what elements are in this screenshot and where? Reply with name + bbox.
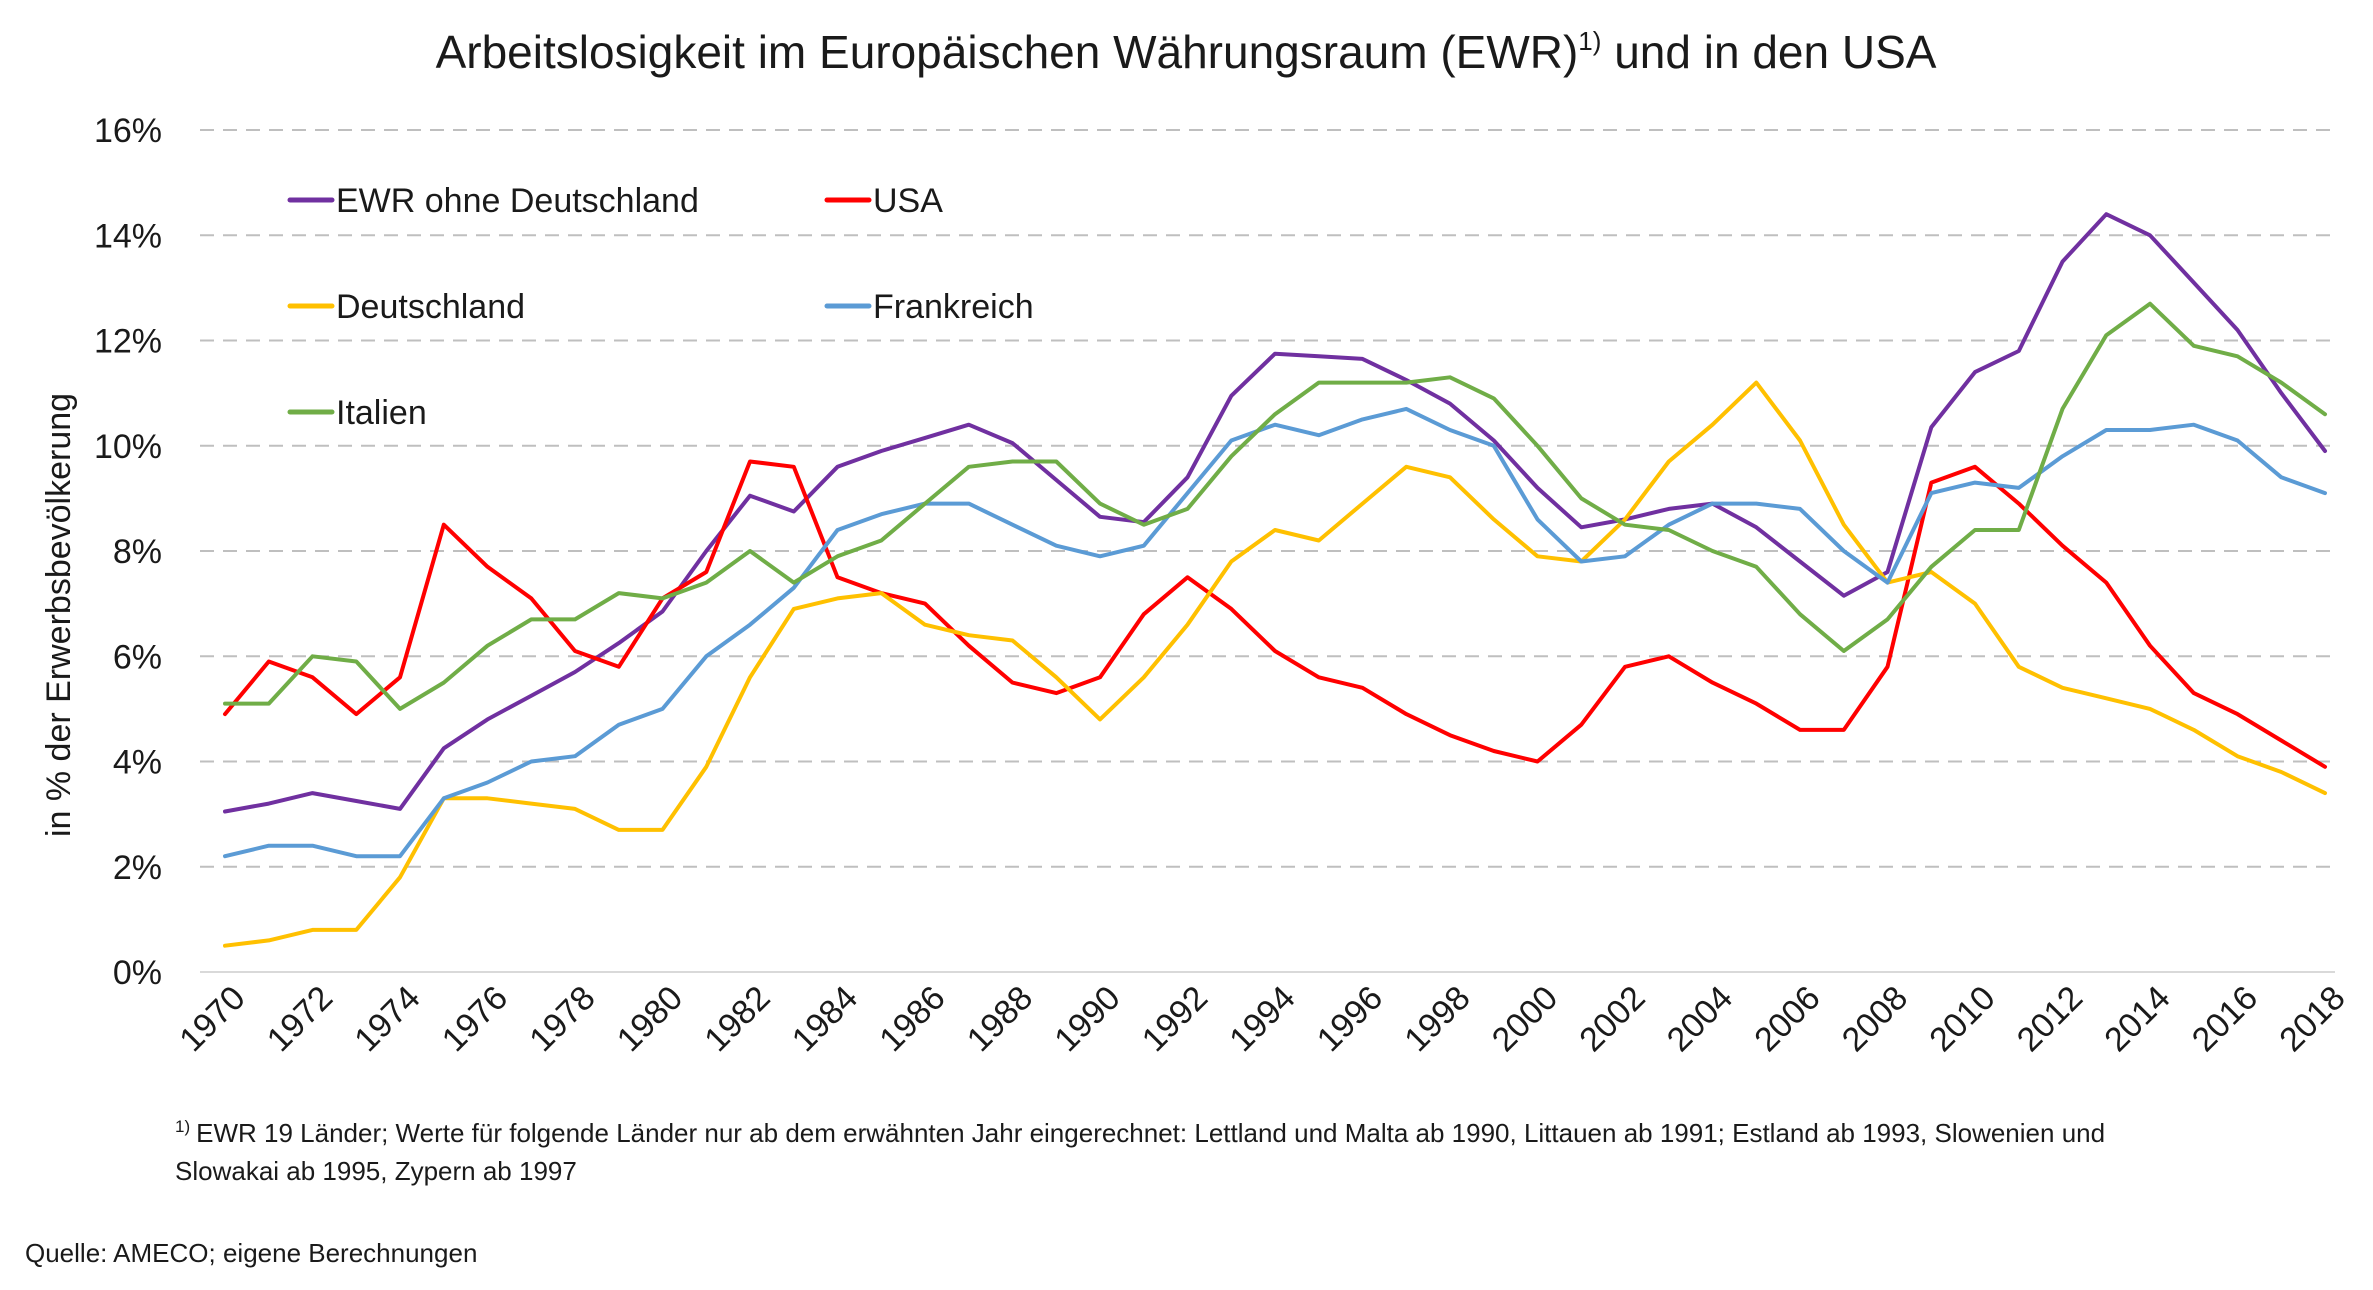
series-line-deutschland — [223, 380, 2327, 948]
x-tick-label: 1988 — [960, 979, 1040, 1059]
y-tick-label: 10% — [94, 428, 162, 466]
y-axis-label: in % der Erwerbsbevölkerung — [40, 393, 78, 837]
x-tick-label: 2000 — [1485, 979, 1565, 1059]
x-tick-label: 1986 — [872, 979, 952, 1059]
footnote-line-2: Slowakai ab 1995, Zypern ab 1997 — [175, 1156, 577, 1186]
y-tick-label: 16% — [94, 112, 162, 150]
y-axis-ticks: 0% 2% 4% 6% 8% 10% 12% 14% 16% — [94, 112, 162, 992]
x-tick-label: 1970 — [172, 979, 252, 1059]
x-tick-label: 1978 — [522, 979, 602, 1059]
x-tick-label: 2006 — [1747, 979, 1827, 1059]
x-tick-label: 2002 — [1572, 979, 1652, 1059]
footnote: 1) EWR 19 Länder; Werte für folgende Länd… — [175, 1117, 2105, 1186]
legend: EWR ohne Deutschland USA Deutschland Frankr… — [287, 182, 1034, 432]
x-tick-label: 2004 — [1660, 979, 1740, 1059]
series-line-ewr-ohne-deutschland — [223, 212, 2327, 814]
gridlines — [200, 129, 2335, 868]
y-tick-label: 14% — [94, 217, 162, 255]
x-tick-label: 1982 — [697, 979, 777, 1059]
y-tick-label: 6% — [113, 638, 162, 676]
chart-title-superscript: 1) — [1578, 26, 1601, 56]
source-note: Quelle: AMECO; eigene Berechnungen — [25, 1238, 477, 1268]
x-tick-label: 1994 — [1222, 979, 1302, 1059]
x-tick-label: 2008 — [1835, 979, 1915, 1059]
x-tick-label: 2012 — [2010, 979, 2090, 1059]
x-tick-label: 2018 — [2272, 979, 2352, 1059]
x-tick-label: 1990 — [1047, 979, 1127, 1059]
x-tick-label: 1992 — [1135, 979, 1215, 1059]
x-tick-label: 2010 — [1922, 979, 2002, 1059]
series-line-frankreich — [223, 406, 2327, 859]
chart-title: Arbeitslosigkeit im Europäischen Währung… — [436, 26, 1937, 78]
x-tick-label: 1998 — [1397, 979, 1477, 1059]
y-tick-label: 2% — [113, 849, 162, 887]
y-tick-label: 4% — [113, 744, 162, 782]
x-tick-label: 1996 — [1310, 979, 1390, 1059]
x-tick-label: 2014 — [2097, 979, 2177, 1059]
footnote-superscript: 1) — [175, 1117, 190, 1136]
x-axis-ticks: 1970 1972 1974 1976 1978 1980 1982 1984 1986 1988… — [172, 979, 2352, 1059]
x-tick-label: 1984 — [785, 979, 865, 1059]
legend-label-italien: Italien — [336, 394, 427, 432]
legend-label-usa: USA — [873, 182, 943, 220]
x-tick-label: 1972 — [260, 979, 340, 1059]
series-lines — [223, 212, 2327, 948]
x-tick-label: 1980 — [610, 979, 690, 1059]
chart-title-tail: und in den USA — [1601, 26, 1936, 78]
x-tick-label: 1974 — [347, 979, 427, 1059]
series-line-usa — [223, 459, 2327, 769]
legend-label-frankreich: Frankreich — [873, 288, 1034, 326]
series-line-italien — [223, 301, 2327, 711]
legend-label-ewr-ohne-deutschland: EWR ohne Deutschland — [336, 182, 699, 220]
y-tick-label: 0% — [113, 954, 162, 992]
svg-text:1)EWR 19 Länder; Werte für fol: 1) EWR 19 Länder; Werte für folgende Länd… — [175, 1117, 2105, 1148]
footnote-line-1: EWR 19 Länder; Werte für folgende Länder… — [196, 1118, 2105, 1148]
y-tick-label: 8% — [113, 533, 162, 571]
legend-label-deutschland: Deutschland — [336, 288, 525, 326]
x-tick-label: 1976 — [435, 979, 515, 1059]
x-tick-label: 2016 — [2185, 979, 2265, 1059]
y-tick-label: 12% — [94, 323, 162, 361]
